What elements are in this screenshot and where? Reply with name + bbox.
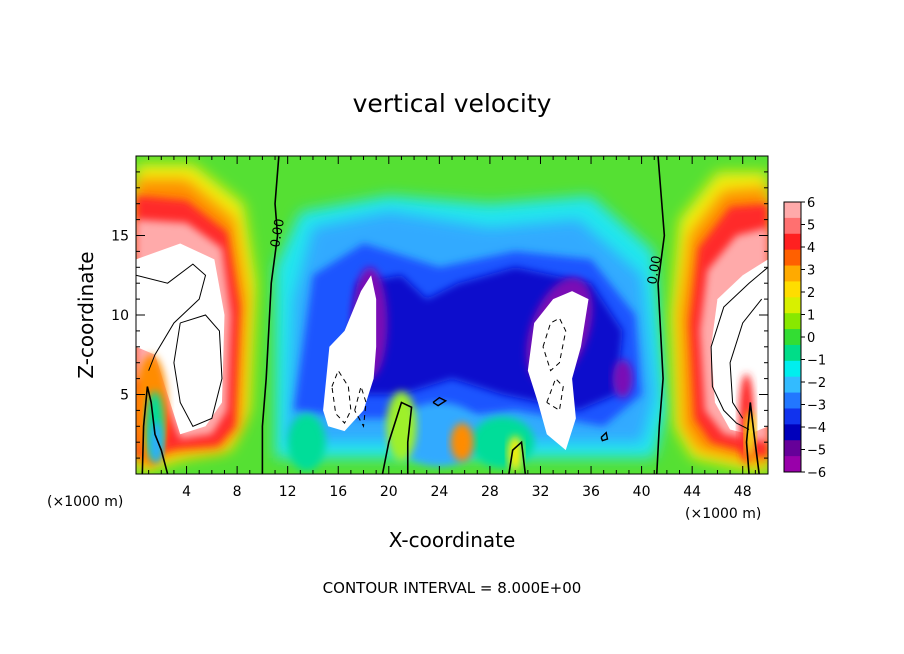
- colorbar-label: 2: [807, 286, 815, 301]
- y-tick-label: 5: [120, 388, 129, 404]
- x-tick-label: 40: [633, 484, 651, 500]
- field-blob: [287, 413, 326, 471]
- field-blob: [612, 359, 633, 398]
- x-tick-label: 36: [582, 484, 600, 500]
- colorbar: 6 5 4 3 2 1 0 −1 −2 −3 −4 −5 −6: [783, 196, 826, 481]
- y-axis: 5 10 15: [111, 171, 768, 459]
- contour-label: 0.00: [268, 218, 288, 249]
- colorbar-swatch: [784, 313, 801, 330]
- y-axis-label: Z-coordinate: [74, 251, 98, 378]
- zero-contour: [655, 156, 666, 474]
- colorbar-label: −4: [807, 421, 826, 436]
- field-blob: [386, 391, 417, 462]
- colorbar-label: 1: [807, 309, 815, 324]
- x-tick-label: 24: [430, 484, 448, 500]
- colorbar-label: −1: [807, 354, 826, 369]
- updraft-contour: [710, 266, 768, 430]
- colorbar-label: 4: [807, 241, 815, 256]
- colorbar-label: −6: [807, 466, 826, 481]
- x-tick-label: 20: [380, 484, 398, 500]
- x-tick-label: 32: [532, 484, 550, 500]
- colorbar-swatch: [784, 344, 801, 362]
- colorbar-label: 6: [807, 196, 815, 211]
- left-updraft-core: [136, 243, 225, 435]
- colorbar-swatch: [784, 233, 801, 251]
- zero-contour: [745, 402, 760, 474]
- colorbar-swatch: [784, 440, 801, 457]
- colorbar-swatch: [784, 217, 801, 235]
- x-tick-label: 44: [683, 484, 701, 500]
- zero-contour: [261, 156, 280, 474]
- colorbar-swatch: [784, 456, 801, 473]
- footer-text: CONTOUR INTERVAL = 8.000E+00: [323, 579, 582, 597]
- zero-contour: [141, 386, 169, 474]
- colorbar-label: −5: [807, 444, 826, 459]
- x-axis: 4 8 12 16 20 24 28 32 36 40 44 48: [148, 156, 756, 500]
- colorbar-label: 3: [807, 264, 815, 279]
- updraft-contour: [729, 298, 763, 419]
- zero-contour: [600, 431, 609, 442]
- updraft-contour: [136, 263, 207, 371]
- x-unit-left: (×1000 m): [47, 494, 123, 510]
- colorbar-swatch: [784, 297, 801, 314]
- field-fill: [136, 163, 768, 474]
- colorbar-label: 0: [807, 331, 815, 346]
- colorbar-swatch: [784, 265, 801, 282]
- colorbar-swatch: [784, 281, 801, 298]
- colorbar-swatch: [784, 408, 801, 425]
- contour-label-group: 0.00 0.00: [268, 218, 665, 286]
- colorbar-label: −2: [807, 376, 826, 391]
- right-updraft-core: [711, 259, 768, 435]
- dashed-contour: [542, 317, 567, 372]
- contour-label: 0.00: [645, 255, 665, 286]
- y-tick-label: 10: [111, 308, 129, 324]
- x-axis-label: X-coordinate: [389, 528, 516, 552]
- x-unit-right: (×1000 m): [685, 506, 761, 522]
- x-tick-label: 48: [734, 484, 752, 500]
- updraft-core: [527, 291, 589, 451]
- contour-lines: [136, 156, 768, 474]
- field-blob: [450, 423, 474, 462]
- x-tick-label: 4: [182, 484, 191, 500]
- colorbar-swatch: [784, 202, 801, 219]
- zero-contour: [508, 440, 527, 474]
- updraft-contour: [173, 314, 223, 427]
- chart-title: vertical velocity: [353, 89, 552, 118]
- zero-contour: [432, 396, 448, 407]
- colorbar-swatch: [784, 424, 801, 441]
- field-blob: [149, 421, 163, 463]
- x-tick-label: 12: [279, 484, 297, 500]
- colorbar-swatch: [784, 392, 801, 409]
- colorbar-label: −3: [807, 399, 826, 414]
- colorbar-swatch: [784, 376, 801, 394]
- x-tick-label: 8: [233, 484, 242, 500]
- dashed-contour: [546, 377, 564, 412]
- x-tick-label: 16: [329, 484, 347, 500]
- zero-contour: [381, 401, 413, 474]
- colorbar-swatch: [784, 249, 801, 267]
- field-blob: [470, 416, 535, 468]
- x-tick-label: 28: [481, 484, 499, 500]
- y-tick-label: 15: [111, 229, 129, 245]
- colorbar-label: 5: [807, 219, 815, 234]
- colorbar-swatch: [784, 329, 801, 346]
- colorbar-swatch: [784, 360, 801, 378]
